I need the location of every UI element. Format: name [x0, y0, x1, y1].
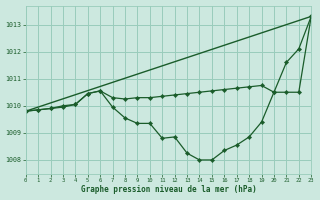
X-axis label: Graphe pression niveau de la mer (hPa): Graphe pression niveau de la mer (hPa) [81, 185, 256, 194]
